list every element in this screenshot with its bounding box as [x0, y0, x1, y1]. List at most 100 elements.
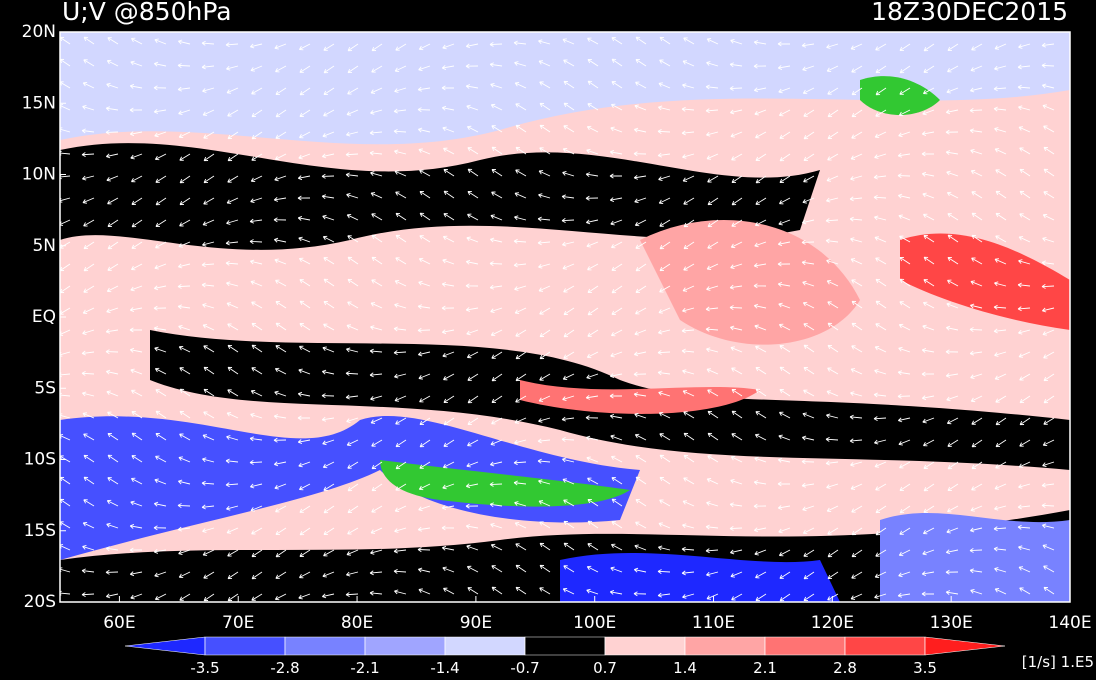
wind-arrow: [201, 64, 215, 70]
wind-arrow: [275, 505, 287, 513]
wind-arrow: [275, 571, 287, 579]
wind-arrow: [417, 547, 431, 553]
wind-arrow: [1041, 260, 1055, 266]
wind-arrow: [275, 65, 287, 73]
wind-arrow: [371, 256, 383, 265]
wind-arrow: [323, 527, 335, 536]
wind-arrow: [275, 527, 287, 536]
wind-arrow: [922, 417, 935, 424]
x-tick-label: 130E: [930, 613, 973, 633]
field-patch: [60, 32, 1070, 145]
wind-arrow: [923, 461, 935, 469]
wind-arrow: [827, 549, 839, 558]
wind-arrow: [394, 395, 407, 402]
wind-arrow: [514, 285, 527, 291]
wind-arrow: [730, 263, 743, 270]
wind-arrow: [754, 324, 767, 331]
wind-arrow: [513, 262, 527, 268]
wind-arrow: [586, 351, 599, 359]
wind-arrow: [945, 129, 959, 135]
wind-arrow: [298, 153, 311, 160]
wind-arrow: [489, 237, 503, 243]
wind-arrow: [251, 527, 263, 535]
wind-arrow: [970, 527, 983, 533]
wind-arrow: [154, 593, 167, 601]
wind-arrow: [515, 329, 527, 337]
wind-arrow: [851, 87, 863, 96]
wind-arrow: [250, 43, 263, 49]
wind-arrow: [178, 549, 191, 556]
wind-arrow: [1018, 126, 1031, 133]
wind-arrow: [777, 241, 791, 247]
wind-arrow: [1019, 395, 1031, 404]
colorbar-unit: [1/s] 1.E5: [1022, 653, 1094, 671]
wind-arrow: [611, 521, 623, 529]
wind-arrow: [250, 65, 263, 72]
wind-arrow: [633, 371, 647, 377]
x-tick-label: 90E: [460, 613, 492, 633]
wind-arrow: [970, 87, 983, 93]
wind-arrow: [227, 175, 239, 183]
x-tick-label: 80E: [341, 613, 373, 633]
wind-arrow: [322, 214, 335, 221]
wind-arrow: [441, 329, 455, 335]
wind-arrow: [297, 391, 311, 397]
wind-arrow: [947, 439, 959, 447]
wind-arrow: [994, 281, 1007, 287]
wind-arrow: [994, 127, 1007, 133]
colorbar-label: -2.1: [350, 659, 379, 677]
colorbar-segment: [444, 636, 526, 656]
wind-arrow: [635, 81, 647, 89]
wind-arrow: [465, 63, 479, 69]
wind-arrow: [395, 483, 407, 491]
wind-arrow: [610, 543, 623, 551]
wind-arrow: [514, 82, 527, 89]
wind-arrow: [347, 461, 359, 469]
wind-arrow: [226, 435, 239, 441]
wind-arrow: [538, 479, 551, 485]
wind-arrow: [993, 106, 1007, 112]
wind-arrow: [563, 520, 575, 529]
wind-arrow: [778, 323, 791, 331]
wind-arrow: [731, 388, 743, 397]
wind-arrow: [442, 351, 455, 358]
wind-arrow: [177, 63, 191, 68]
wind-arrow: [418, 148, 431, 155]
wind-arrow: [515, 103, 527, 111]
wind-arrow: [298, 483, 311, 491]
wind-arrow: [394, 505, 407, 512]
wind-arrow: [251, 344, 263, 353]
wind-arrow: [467, 191, 479, 199]
wind-arrow: [226, 65, 239, 71]
wind-arrow: [681, 328, 695, 334]
wind-arrow: [466, 351, 479, 359]
wind-arrow: [275, 301, 287, 309]
wind-arrow: [947, 279, 959, 287]
wind-arrow: [875, 87, 887, 96]
wind-arrow: [1042, 544, 1055, 551]
wind-arrow: [563, 351, 575, 359]
wind-arrow: [899, 65, 911, 74]
wind-arrow: [251, 131, 263, 140]
wind-arrow: [155, 389, 167, 397]
wind-arrow: [202, 527, 215, 533]
wind-arrow: [323, 278, 335, 287]
wind-arrow: [635, 476, 647, 485]
wind-arrow: [323, 87, 335, 96]
wind-arrow: [393, 548, 407, 554]
wind-arrow: [659, 241, 671, 250]
wind-arrow: [755, 411, 767, 419]
wind-arrow: [827, 527, 839, 535]
title: U;V @850hPa: [62, 0, 232, 26]
wind-arrow: [299, 109, 311, 117]
wind-arrow: [275, 279, 287, 287]
wind-arrow: [682, 307, 695, 313]
wind-arrow: [347, 505, 359, 514]
wind-arrow: [849, 196, 863, 202]
wind-arrow: [779, 389, 791, 397]
wind-arrow: [609, 373, 623, 379]
field-patch: [520, 380, 760, 414]
wind-arrow: [443, 147, 455, 155]
wind-arrow: [731, 219, 743, 227]
wind-arrow: [635, 455, 647, 463]
